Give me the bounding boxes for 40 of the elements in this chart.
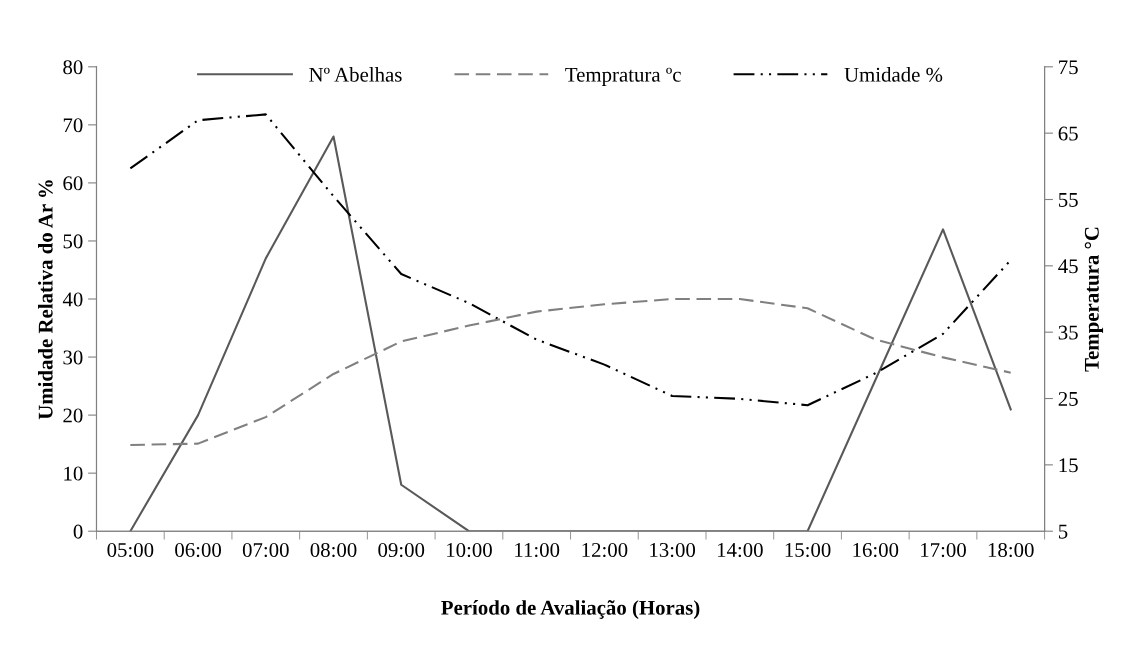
y2-tick-label: 15 xyxy=(1059,458,1078,473)
y2-tick-label: 35 xyxy=(1058,325,1078,340)
x-tick-label: 14:00 xyxy=(717,542,763,558)
y2-axis-title: Temperatura °C xyxy=(1084,227,1104,372)
line-series xyxy=(129,113,1012,407)
x-tick-label: 09:00 xyxy=(378,542,425,558)
y2-tick-label: 25 xyxy=(1058,391,1078,406)
y2-tick-label: 75 xyxy=(1059,60,1078,75)
x-tick-label: 12:00 xyxy=(582,542,628,558)
line-series xyxy=(129,297,1012,446)
x-axis-title: Período de Avaliação (Horas) xyxy=(441,600,700,620)
y-axis-title: Umidade Relativa do Ar % xyxy=(38,180,53,420)
x-tick-label: 16:00 xyxy=(853,542,899,558)
x-tick-label: 10:00 xyxy=(447,542,492,558)
y-tick-label: 30 xyxy=(63,350,83,365)
y2-tick-label: 65 xyxy=(1058,126,1078,141)
y-tick-label: 80 xyxy=(63,60,83,75)
line-series xyxy=(129,135,1012,532)
y2-tick-label: 45 xyxy=(1058,259,1078,274)
y2-tick-label: 55 xyxy=(1058,193,1078,207)
x-tick-label: 15:00 xyxy=(785,542,831,558)
y-tick-label: 60 xyxy=(63,176,83,191)
legend-label: Umidade % xyxy=(844,67,943,82)
x-tick-label: 07:00 xyxy=(242,542,289,558)
x-tick-label: 13:00 xyxy=(650,542,696,558)
y-tick-label: 0 xyxy=(73,524,83,539)
y2-tick-label: 5 xyxy=(1058,524,1068,539)
x-tick-label: 18:00 xyxy=(988,542,1034,558)
y-tick-label: 20 xyxy=(63,408,83,423)
legend-label: Nº Abelhas xyxy=(309,67,402,82)
y-tick-label: 10 xyxy=(64,466,83,481)
y-tick-label: 40 xyxy=(62,292,83,307)
x-tick-label: 05:00 xyxy=(107,542,154,558)
x-tick-label: 06:00 xyxy=(175,542,222,558)
x-tick-label: 08:00 xyxy=(310,542,357,558)
legend-label: Tempratura ºc xyxy=(565,67,681,86)
x-tick-label: 17:00 xyxy=(921,542,966,558)
y-tick-label: 50 xyxy=(63,234,83,249)
y-tick-label: 70 xyxy=(63,118,83,133)
x-tick-label: 11:00 xyxy=(515,542,560,558)
